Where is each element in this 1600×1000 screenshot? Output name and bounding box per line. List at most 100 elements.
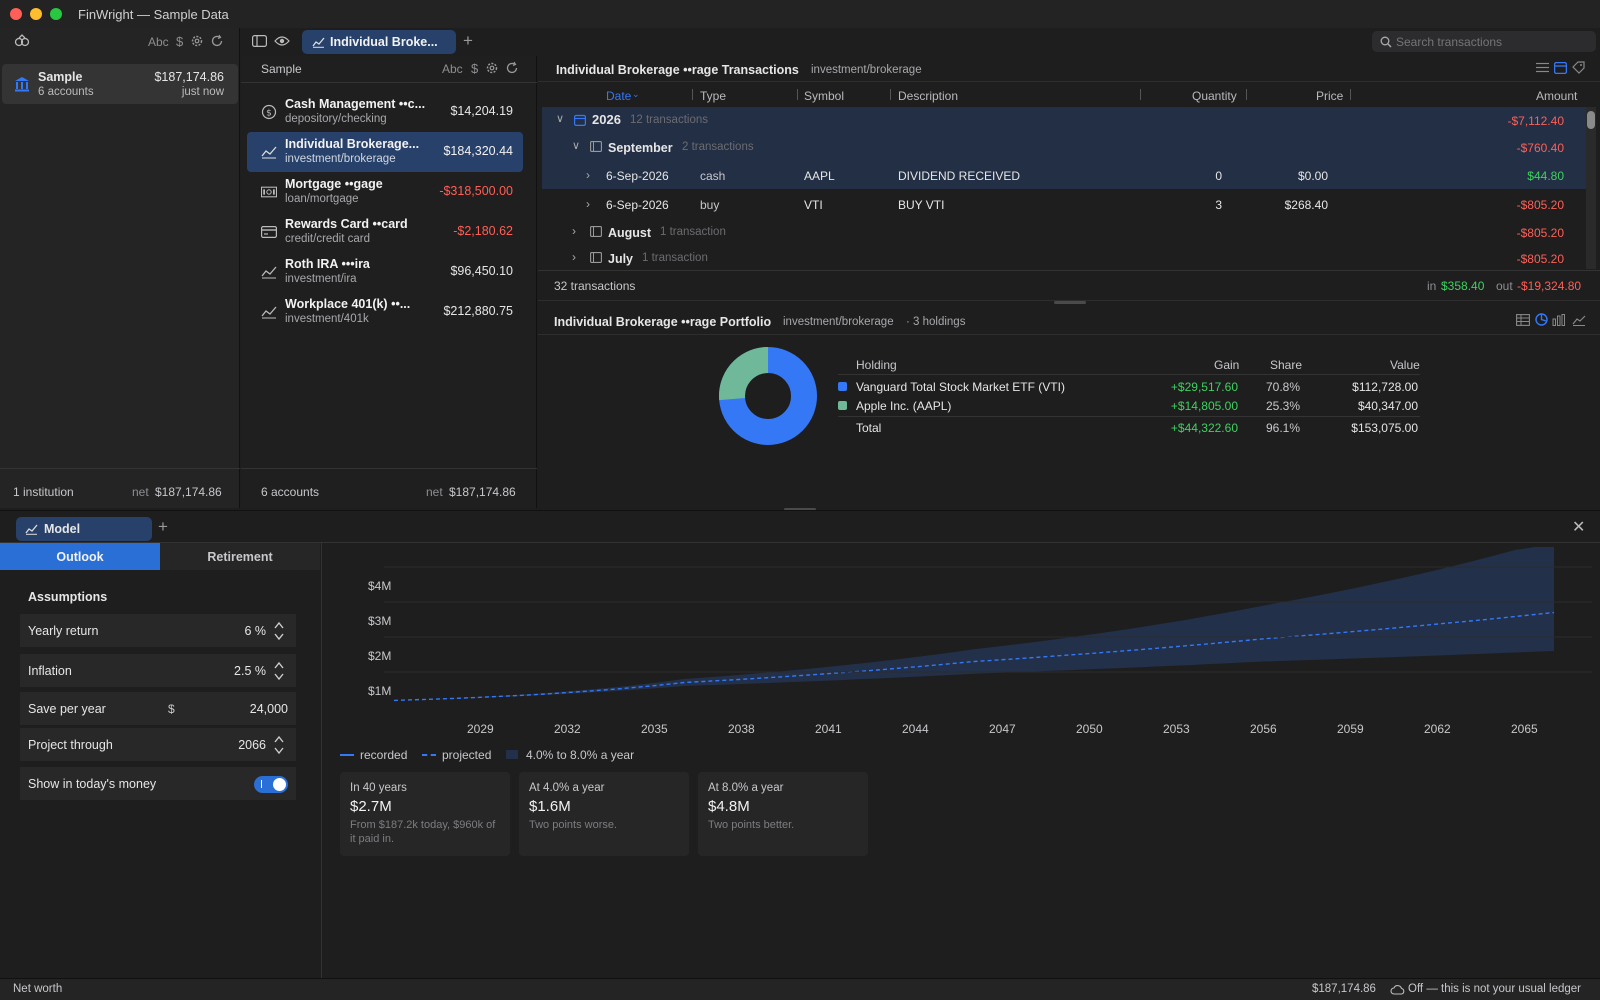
gear-icon[interactable] <box>485 61 499 75</box>
account-item-workplace-401k[interactable]: Workplace 401(k) ••... investment/401k $… <box>247 292 523 332</box>
account-item-roth-ira[interactable]: Roth IRA •••ira investment/ira $96,450.1… <box>247 252 523 292</box>
field-yearly-return[interactable]: Yearly return 6 % <box>20 614 296 648</box>
cloud-icon[interactable] <box>1390 984 1405 995</box>
bar-chart-icon[interactable] <box>1552 314 1566 326</box>
x-tick-label: 2041 <box>815 722 842 736</box>
account-item-mortgage[interactable]: Mortgage ••gage loan/mortgage -$318,500.… <box>247 172 523 212</box>
column-header-description[interactable]: Description <box>898 89 959 103</box>
status-bar: Net worth $187,174.86 Off — this is not … <box>0 978 1600 1000</box>
group-row-july[interactable]: › July 1 transaction -$805.20 <box>542 249 1586 269</box>
tag-icon[interactable] <box>1572 61 1585 74</box>
group-row-september[interactable]: ∨ September 2 transactions -$760.40 <box>542 137 1586 159</box>
new-tab-plus-icon[interactable]: + <box>463 31 473 50</box>
tx-price: $268.40 <box>1284 198 1328 212</box>
table-icon[interactable] <box>1516 314 1530 326</box>
split-handle[interactable] <box>784 508 816 511</box>
yearly-return-input[interactable]: 6 % <box>244 624 266 638</box>
pie-chart-icon[interactable] <box>1535 313 1548 326</box>
split-handle[interactable] <box>1054 301 1086 304</box>
zoom-window-button[interactable] <box>50 8 62 20</box>
card-description: From $187.2k today, $960k of it paid in. <box>350 819 496 845</box>
inflation-input[interactable]: 2.5 % <box>234 664 266 678</box>
column-header-date[interactable]: Date <box>606 89 632 103</box>
group-row-2026[interactable]: ∨ 2026 12 transactions -$7,112.40 <box>542 110 1586 132</box>
sort-chevron-icon: ⌄ <box>632 89 640 99</box>
tab-individual-brokerage[interactable]: Individual Broke... <box>302 30 456 54</box>
transaction-row[interactable]: › 6-Sep-2026 buy VTI BUY VTI 3 $268.40 -… <box>542 193 1586 217</box>
transaction-row[interactable]: › 6-Sep-2026 cash AAPL DIVIDEND RECEIVED… <box>542 164 1586 188</box>
account-item-cash-management[interactable]: $ Cash Management ••c... depository/chec… <box>247 92 523 132</box>
line-chart-icon[interactable] <box>1572 314 1586 326</box>
close-window-button[interactable] <box>10 8 22 20</box>
institutions-icon[interactable] <box>14 34 30 48</box>
holding-gain: +$29,517.60 <box>1170 380 1238 394</box>
field-show-todays-money[interactable]: Show in today's money <box>20 767 296 801</box>
holding-row-aapl[interactable]: Apple Inc. (AAPL) +$14,805.00 25.3% $40,… <box>838 397 1420 417</box>
account-item-rewards-card[interactable]: Rewards Card ••card credit/credit card -… <box>247 212 523 252</box>
save-per-year-input[interactable]: 24,000 <box>249 702 288 716</box>
holding-row-vti[interactable]: Vanguard Total Stock Market ETF (VTI) +$… <box>838 378 1420 398</box>
dollar-icon[interactable]: $ <box>471 61 479 76</box>
project-through-input[interactable]: 2066 <box>238 738 266 752</box>
close-icon[interactable]: ✕ <box>1572 519 1586 536</box>
search-input[interactable] <box>1396 33 1586 50</box>
minimize-window-button[interactable] <box>30 8 42 20</box>
in-label: in <box>1427 279 1437 293</box>
subtab-retirement[interactable]: Retirement <box>160 543 320 570</box>
sort-abc-button[interactable]: Abc <box>148 35 169 49</box>
field-save-per-year[interactable]: Save per year $ 24,000 <box>20 692 296 726</box>
tab-model[interactable]: Model <box>16 517 152 541</box>
refresh-icon[interactable] <box>210 34 224 48</box>
column-header-amount[interactable]: Amount <box>1536 89 1578 103</box>
chevron-right-icon[interactable]: › <box>586 197 590 211</box>
transactions-scrollbar[interactable] <box>1586 107 1596 269</box>
holding-name: Vanguard Total Stock Market ETF (VTI) <box>856 380 1065 394</box>
field-label: Project through <box>28 738 113 752</box>
refresh-icon[interactable] <box>505 61 519 75</box>
chevron-down-icon[interactable]: ∨ <box>556 113 565 125</box>
account-balance: $184,320.44 <box>443 144 513 158</box>
toggle-knob <box>273 778 286 791</box>
list-view-icon[interactable] <box>1536 62 1549 73</box>
chevron-right-icon[interactable]: › <box>572 224 576 238</box>
stepper[interactable] <box>272 658 286 684</box>
month-group-icon <box>590 141 602 152</box>
subtab-outlook[interactable]: Outlook <box>0 543 160 570</box>
column-header-type[interactable]: Type <box>700 89 727 103</box>
sort-abc-button[interactable]: Abc <box>442 62 463 76</box>
holdings-donut-chart <box>719 347 817 445</box>
subtab-label: Retirement <box>207 550 273 564</box>
table-view-icon[interactable] <box>1554 62 1567 74</box>
column-header-quantity[interactable]: Quantity <box>1192 89 1237 103</box>
column-header-price[interactable]: Price <box>1316 89 1344 103</box>
todays-money-toggle[interactable] <box>254 776 288 793</box>
holding-name: Total <box>856 421 882 435</box>
field-project-through[interactable]: Project through 2066 <box>20 728 296 762</box>
chevron-right-icon[interactable]: › <box>586 168 590 182</box>
scrollbar-thumb[interactable] <box>1587 111 1595 129</box>
divider <box>838 374 1420 375</box>
eye-icon[interactable] <box>274 35 290 47</box>
selection-highlight <box>542 107 1586 189</box>
projection-band <box>394 547 1554 701</box>
account-item-individual-brokerage[interactable]: Individual Brokerage... investment/broke… <box>247 132 523 172</box>
sidebar-toggle-icon[interactable] <box>252 35 267 47</box>
x-tick-label: 2056 <box>1250 722 1277 736</box>
group-row-august[interactable]: › August 1 transaction -$805.20 <box>542 222 1586 244</box>
gear-icon[interactable] <box>190 34 204 48</box>
search-box[interactable] <box>1372 31 1596 52</box>
y-tick-label: $2M <box>368 649 392 663</box>
account-type: investment/401k <box>285 313 369 325</box>
dollar-icon[interactable]: $ <box>176 34 184 49</box>
summary-card-40-years: In 40 years $2.7M From $187.2k today, $9… <box>340 772 510 856</box>
group-amount: -$760.40 <box>1516 141 1564 155</box>
field-inflation[interactable]: Inflation 2.5 % <box>20 654 296 688</box>
column-header-symbol[interactable]: Symbol <box>804 89 845 103</box>
chevron-right-icon[interactable]: › <box>572 250 576 264</box>
chevron-down-icon[interactable]: ∨ <box>572 140 581 152</box>
new-tab-plus-icon[interactable]: + <box>158 517 168 536</box>
stepper[interactable] <box>272 732 286 758</box>
stepper[interactable] <box>272 618 286 644</box>
projection-chart <box>384 547 1592 702</box>
institution-item-sample[interactable]: Sample 6 accounts $187,174.86 just now <box>2 64 238 104</box>
